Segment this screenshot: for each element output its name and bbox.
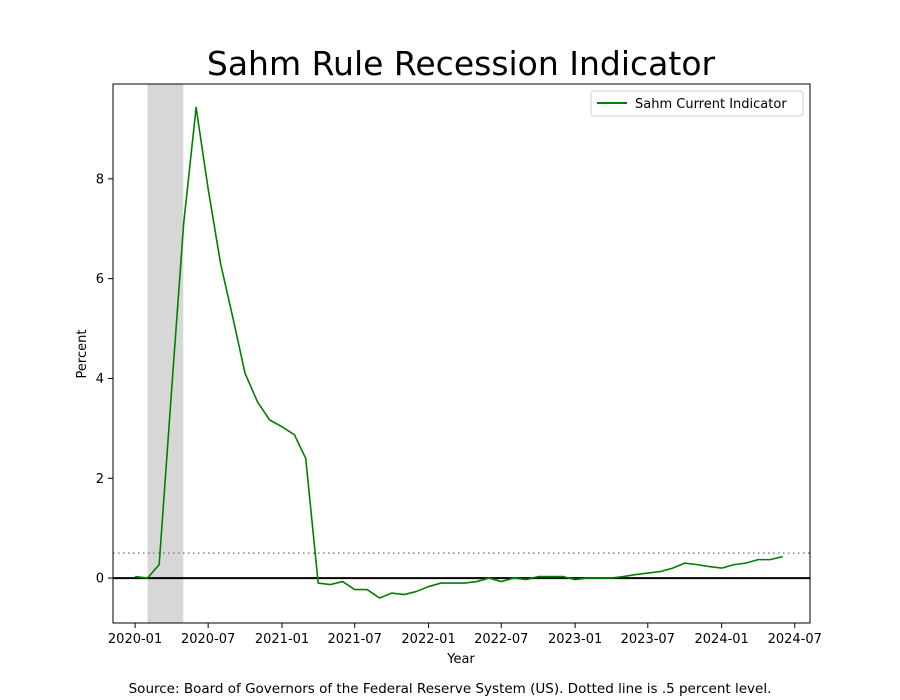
plot-area: 2020-01 2020-07 2021-01 2021-07 2022-01 2022-… [96, 83, 822, 647]
x-tick-label: 2023-01 [548, 632, 602, 647]
plot-frame [112, 83, 811, 624]
series-line-sahm-current-indicator [134, 106, 783, 599]
x-tick-label: 2020-07 [181, 632, 235, 647]
x-tick-label: 2020-01 [108, 632, 162, 647]
x-tick-label: 2022-01 [401, 632, 455, 647]
y-tick-label: 8 [96, 172, 104, 187]
y-tick-label: 6 [96, 272, 104, 287]
x-axis-label: Year [446, 652, 475, 667]
source-note: Source: Board of Governors of the Federa… [129, 681, 772, 697]
y-tick-label: 4 [96, 372, 104, 387]
x-tick-label: 2023-07 [621, 632, 675, 647]
x-tick-label: 2024-07 [768, 632, 822, 647]
recession-shading [147, 84, 184, 623]
x-tick-label: 2024-01 [695, 632, 749, 647]
legend: Sahm Current Indicator [590, 90, 804, 117]
legend-box [590, 90, 804, 117]
x-tick-label: 2021-01 [255, 632, 309, 647]
y-axis-label: Percent [75, 330, 90, 379]
x-tick-label: 2021-07 [328, 632, 382, 647]
x-tick-label: 2022-07 [474, 632, 528, 647]
y-tick-label: 2 [96, 472, 104, 487]
y-tick-label: 0 [96, 572, 104, 587]
legend-label-sahm-current-indicator: Sahm Current Indicator [635, 97, 787, 112]
chart-title: Sahm Rule Recession Indicator [207, 44, 716, 83]
